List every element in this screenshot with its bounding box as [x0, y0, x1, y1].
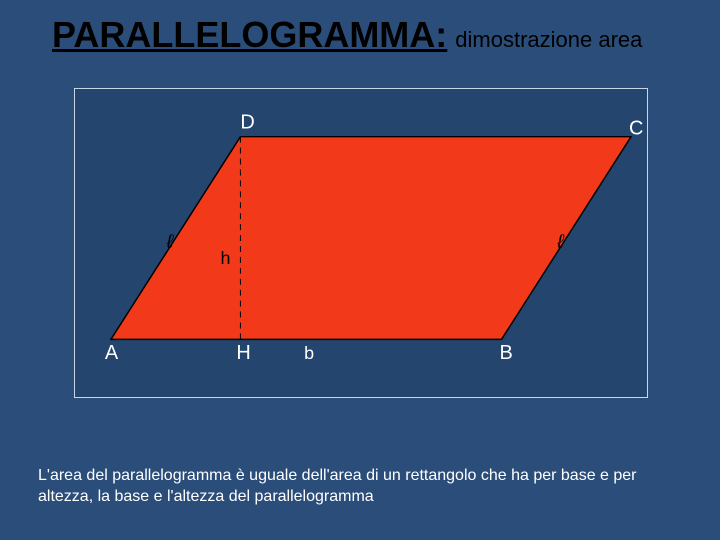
label-h: h: [220, 248, 230, 268]
label-b: b: [304, 343, 314, 363]
title-sub: dimostrazione area: [455, 27, 642, 53]
parallelogram-diagram: DCAHBbhℓℓ: [75, 89, 647, 397]
diagram-frame: DCAHBbhℓℓ: [74, 88, 648, 398]
label-B: B: [500, 342, 513, 364]
label-A: A: [105, 342, 119, 364]
label-D: D: [240, 112, 254, 134]
slide-title: PARALLELOGRAMMA: dimostrazione area: [52, 14, 690, 56]
parallelogram-shape: [111, 137, 631, 340]
label-C: C: [629, 118, 643, 140]
slide-caption: L'area del parallelogramma è uguale dell…: [38, 466, 682, 508]
label-H: H: [236, 342, 250, 364]
title-main: PARALLELOGRAMMA:: [52, 14, 447, 56]
